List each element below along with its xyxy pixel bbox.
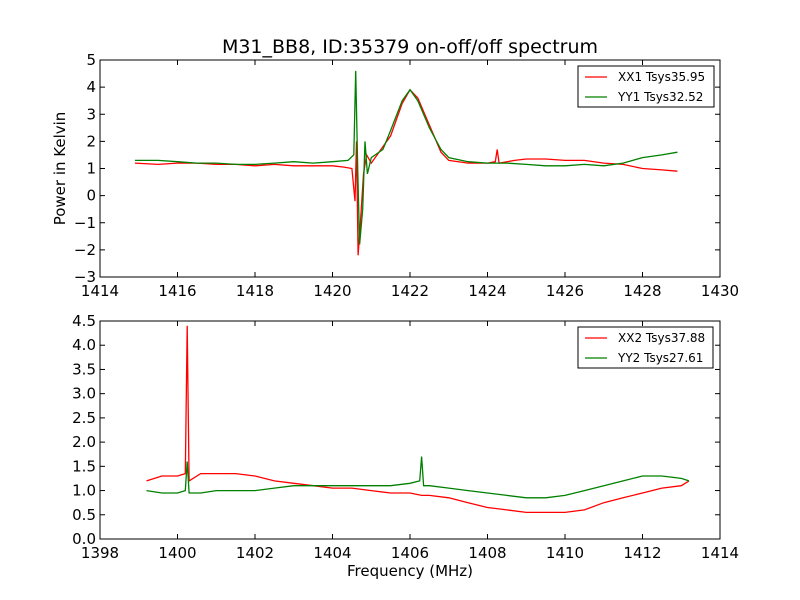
bottom-y-tick-label: 0.0 (72, 530, 96, 548)
bottom-legend: XX2 Tsys37.88 YY2 Tsys27.61 (578, 327, 713, 368)
top-legend-label-1: XX1 Tsys35.95 (618, 70, 705, 84)
top-legend: XX1 Tsys35.95 YY1 Tsys32.52 (578, 66, 714, 107)
bottom-x-tick-label: 1412 (623, 544, 661, 562)
chart-title: M31_BB8, ID:35379 on-off/off spectrum (222, 36, 598, 58)
top-y-tick-label: 3 (86, 105, 96, 123)
top-y-tick-label: −3 (74, 268, 96, 286)
top-x-tick-label: 1418 (236, 282, 274, 300)
bottom-x-tick-label: 1400 (158, 544, 196, 562)
bottom-x-tick-label: 1414 (701, 544, 739, 562)
bottom-y-tick-label: 3.5 (72, 360, 96, 378)
top-y-axis-label: Power in Kelvin (51, 112, 69, 226)
bottom-legend-label-1: XX2 Tsys37.88 (618, 331, 705, 345)
top-x-tick-label: 1424 (468, 282, 506, 300)
bottom-y-tick-label: 2.0 (72, 433, 96, 451)
bottom-x-tick-label: 1406 (391, 544, 429, 562)
bottom-y-tick-label: 1.5 (72, 457, 96, 475)
top-y-tick-label: 2 (86, 132, 96, 150)
bottom-y-tick-label: 1.0 (72, 482, 96, 500)
top-x-tick-label: 1426 (546, 282, 584, 300)
top-y-tick-label: 1 (86, 160, 96, 178)
top-legend-label-2: YY1 Tsys32.52 (617, 90, 703, 104)
bottom-x-tick-label: 1410 (546, 544, 584, 562)
bottom-x-tick-label: 1408 (468, 544, 506, 562)
bottom-y-tick-label: 3.0 (72, 385, 96, 403)
top-x-tick-label: 1430 (701, 282, 739, 300)
bottom-x-axis-label: Frequency (MHz) (347, 562, 473, 580)
top-y-tick-label: 4 (86, 78, 96, 96)
bottom-x-tick-label: 1404 (313, 544, 351, 562)
top-y-tick-label: 5 (86, 51, 96, 69)
top-y-tick-label: 0 (86, 187, 96, 205)
top-x-tick-label: 1416 (158, 282, 196, 300)
top-x-tick-label: 1420 (313, 282, 351, 300)
top-subplot: 1414 1416 1418 1420 1422 1424 1426 1428 1430−3−2… (51, 51, 739, 300)
top-x-tick-label: 1428 (623, 282, 661, 300)
bottom-y-tick-label: 2.5 (72, 409, 96, 427)
figure-canvas: M31_BB8, ID:35379 on-off/off spectrum 14… (0, 0, 800, 600)
top-y-tick-label: −2 (74, 241, 96, 259)
bottom-y-tick-label: 4.0 (72, 336, 96, 354)
bottom-x-tick-label: 1402 (236, 544, 274, 562)
bottom-y-tick-label: 4.5 (72, 312, 96, 330)
top-x-tick-label: 1422 (391, 282, 429, 300)
bottom-y-tick-label: 0.5 (72, 506, 96, 524)
top-y-tick-label: −1 (74, 214, 96, 232)
bottom-subplot: 1398 1400 1402 1404 1406 1408 1410 1412 14140.00… (72, 312, 739, 580)
bottom-legend-label-2: YY2 Tsys27.61 (617, 351, 703, 365)
